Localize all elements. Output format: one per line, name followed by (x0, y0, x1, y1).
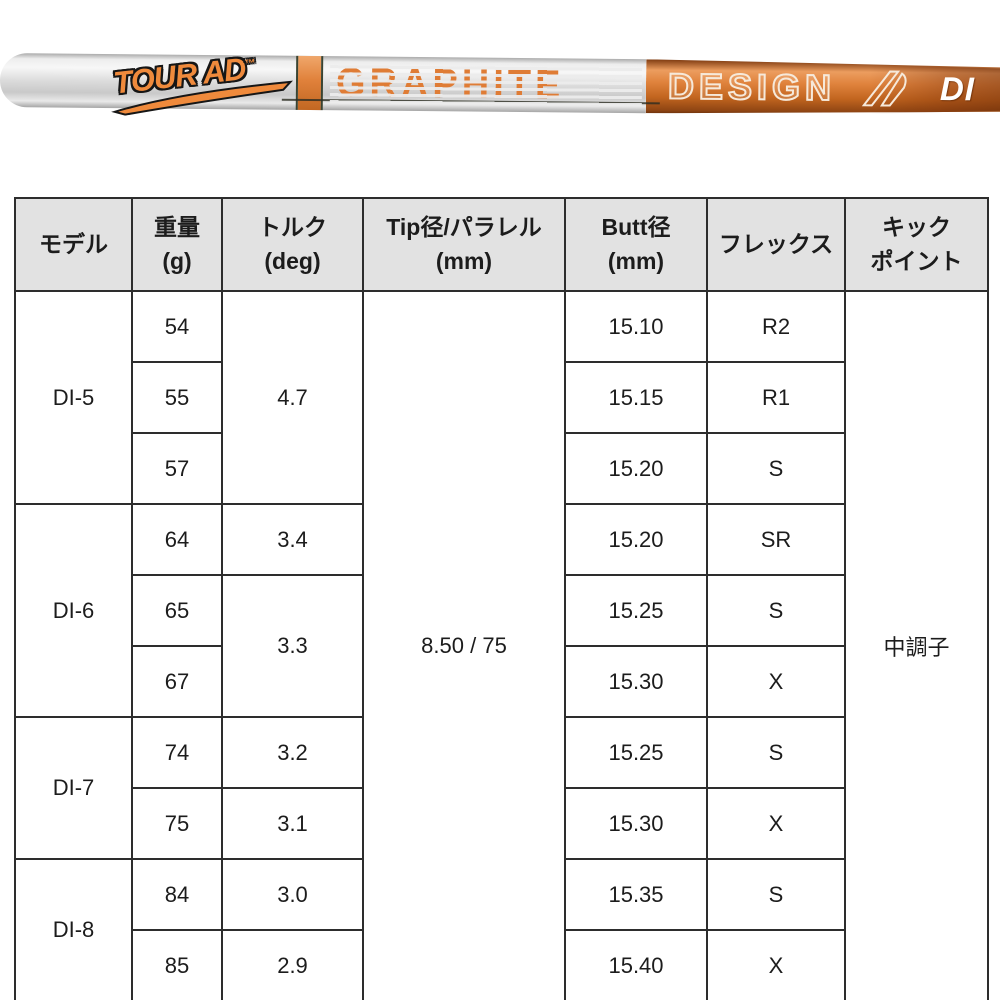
flex-cell: S (706, 858, 846, 931)
shaft-product-image: TOUR AD™ GRAPHITE DESIGN DI (0, 51, 1000, 117)
spec-table: モデル 重量 (g) トルク (deg) Tip径/パラレル (mm) Butt径 (m… (14, 197, 989, 1000)
torque-cell: 3.2 (221, 716, 364, 789)
weight-cell: 54 (131, 290, 223, 363)
flex-cell: X (706, 645, 846, 718)
weight-cell: 57 (131, 432, 223, 505)
table-row: 65 3.3 15.25 S (15, 574, 988, 718)
header-flex: フレックス (706, 197, 846, 292)
model-cell: DI-8 (14, 858, 133, 1000)
torque-cell: 3.4 (221, 503, 364, 576)
weight-cell: 65 (131, 574, 223, 647)
torque-cell: 3.3 (221, 574, 364, 718)
model-cell: DI-6 (14, 503, 133, 718)
butt-cell: 15.15 (564, 361, 708, 434)
tip-cell: 8.50 / 75 (362, 290, 566, 1000)
graphite-logo-text: GRAPHITE (335, 60, 565, 109)
torque-cell: 4.7 (221, 290, 364, 505)
weight-cell: 64 (131, 503, 223, 576)
torque-cell: 3.1 (221, 787, 364, 860)
butt-cell: 15.30 (564, 645, 708, 718)
table-row: 75 3.1 15.30 X (15, 787, 988, 860)
kick-cell: 中調子 (844, 290, 989, 1000)
flex-cell: S (706, 574, 846, 647)
weight-cell: 67 (131, 645, 223, 718)
torque-cell: 2.9 (221, 929, 364, 1000)
flex-cell: R2 (706, 290, 846, 363)
header-model: モデル (14, 197, 133, 292)
butt-cell: 15.25 (564, 716, 708, 789)
header-torque: トルク (deg) (221, 197, 364, 292)
butt-cell: 15.25 (564, 574, 708, 647)
header-kickpoint: キック ポイント (844, 197, 989, 292)
weight-cell: 85 (131, 929, 223, 1000)
butt-cell: 15.40 (564, 929, 708, 1000)
trademark-symbol: ™ (244, 57, 257, 71)
butt-cell: 15.10 (564, 290, 708, 363)
table-row: 67 15.30 X (15, 645, 988, 718)
header-butt: Butt径 (mm) (564, 197, 708, 292)
design-logo-text: DESIGN (667, 64, 837, 109)
flex-cell: S (706, 716, 846, 789)
flex-cell: SR (706, 503, 846, 576)
butt-cell: 15.20 (564, 503, 708, 576)
weight-cell: 74 (131, 716, 223, 789)
tour-ad-logo: TOUR AD™ (111, 45, 307, 120)
di-model-text: DI (939, 71, 976, 108)
butt-cell: 15.20 (564, 432, 708, 505)
butt-cell: 15.30 (564, 787, 708, 860)
ad-logo-mark-icon (861, 70, 907, 107)
table-row: 57 15.20 S (15, 432, 988, 505)
weight-cell: 75 (131, 787, 223, 860)
header-weight: 重量 (g) (131, 197, 223, 292)
flex-cell: X (706, 929, 846, 1000)
flex-cell: R1 (706, 361, 846, 434)
table-row: DI-7 74 3.2 15.25 S (14, 716, 988, 860)
table-row: DI-8 84 3.0 15.35 S (14, 858, 988, 1000)
weight-cell: 55 (131, 361, 223, 434)
flex-cell: S (706, 432, 846, 505)
header-tip: Tip径/パラレル (mm) (362, 197, 566, 292)
table-row: 85 2.9 15.40 X (15, 929, 988, 1000)
torque-cell: 3.0 (221, 858, 364, 931)
flex-cell: X (706, 787, 846, 860)
swoosh-icon (111, 80, 293, 116)
weight-cell: 84 (131, 858, 223, 931)
table-row: 55 15.15 R1 (15, 361, 988, 434)
header-row: モデル 重量 (g) トルク (deg) Tip径/パラレル (mm) Butt径 (m… (14, 197, 989, 292)
model-cell: DI-7 (14, 716, 133, 860)
table-row: DI-6 64 3.4 15.20 SR (14, 503, 988, 718)
table-row: DI-5 54 4.7 8.50 / 75 15.10 R2 中調子 (14, 290, 989, 1000)
butt-cell: 15.35 (564, 858, 708, 931)
model-cell: DI-5 (14, 290, 133, 505)
